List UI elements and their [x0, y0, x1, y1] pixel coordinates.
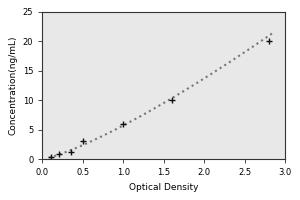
X-axis label: Optical Density: Optical Density — [129, 183, 199, 192]
Y-axis label: Concentration(ng/mL): Concentration(ng/mL) — [8, 36, 17, 135]
